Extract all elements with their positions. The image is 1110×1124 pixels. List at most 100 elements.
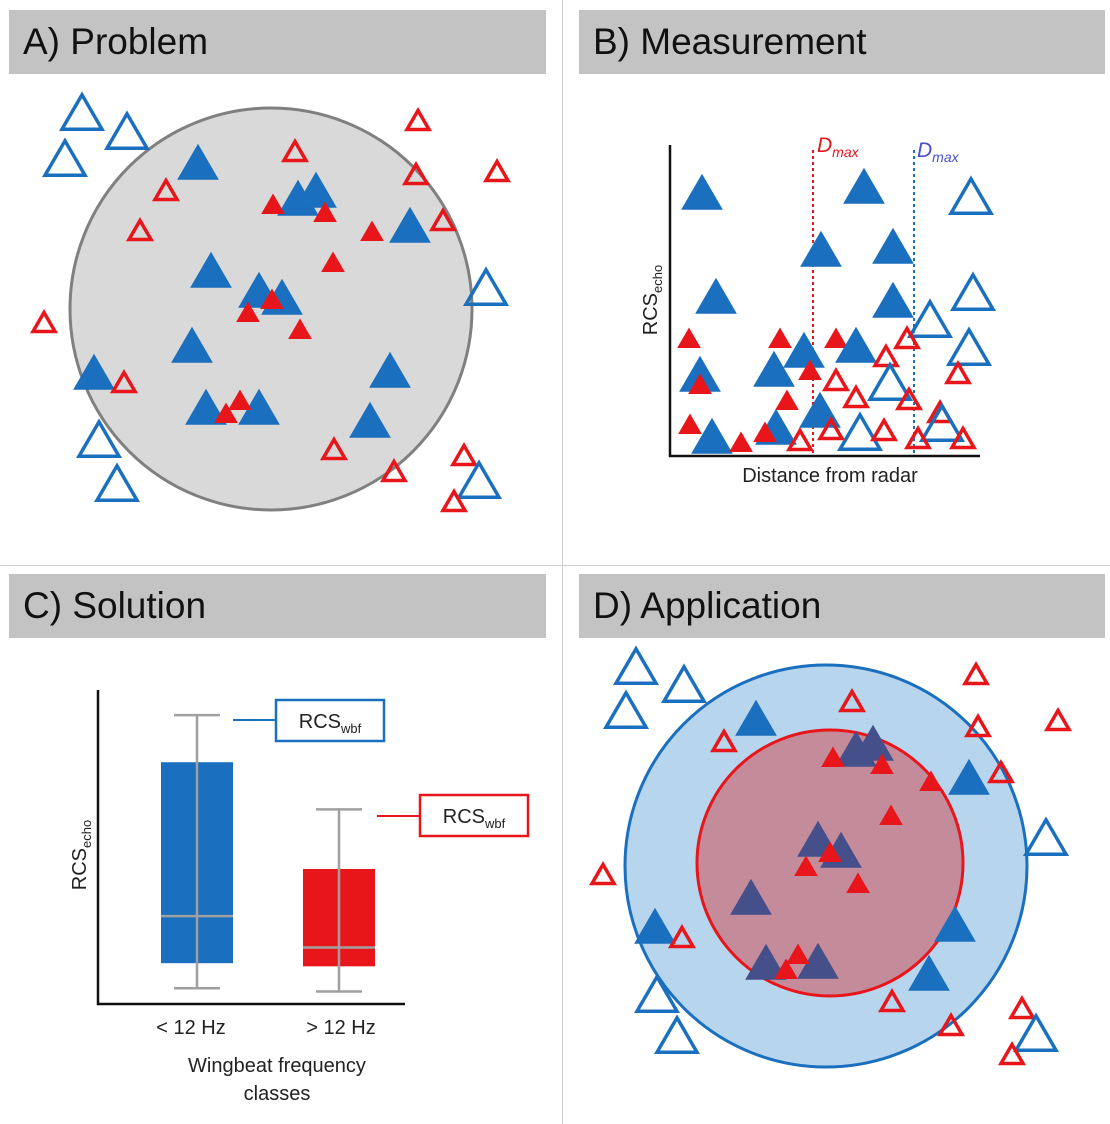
- red-outline-triangle: [401, 161, 431, 186]
- red-outline-triangle: [151, 177, 181, 202]
- red-outline-triangle: [125, 217, 155, 242]
- red-outline-triangle: [892, 325, 922, 350]
- blue-outline-triangle: [947, 175, 995, 215]
- panel-b-dmax-blue-label: Dmax: [917, 139, 960, 165]
- blue-filled-triangle: [295, 171, 337, 208]
- blue-filled-triangle: [783, 331, 825, 368]
- panel-a-title: A) Problem: [9, 10, 546, 74]
- red-filled-triangle: [228, 389, 252, 410]
- blue-outline-triangle: [866, 361, 914, 401]
- panel-c-y-label: RCSecho: [69, 820, 94, 890]
- red-filled-triangle: [688, 373, 712, 394]
- red-outline-triangle: [449, 442, 479, 467]
- horizontal-divider: [0, 565, 1110, 566]
- red-filled-triangle: [775, 389, 799, 410]
- blue-filled-triangle: [872, 227, 914, 264]
- red-filled-triangle: [794, 855, 818, 876]
- blue-filled-triangle: [185, 388, 227, 425]
- blue-outline-triangle: [949, 271, 997, 311]
- red-outline-triangle: [948, 425, 978, 450]
- blue-outline-triangle: [455, 459, 503, 499]
- blue-outline-triangle: [1012, 1012, 1060, 1052]
- panel-c-diagram: RCSecho RCSwbf RCSwbf < 12 Hz > 12 Hz Wi…: [69, 690, 530, 1105]
- red-outline-triangle: [837, 688, 867, 713]
- red-outline-triangle: [280, 138, 310, 163]
- blue-outline-triangle: [93, 462, 141, 502]
- red-outline-triangle: [319, 436, 349, 461]
- red-outline-triangle: [841, 384, 871, 409]
- red-outline-triangle: [961, 661, 991, 686]
- blue-outline-triangle: [75, 418, 123, 458]
- red-outline-triangle: [936, 1012, 966, 1037]
- red-filled-triangle: [729, 431, 753, 452]
- red-outline-triangle: [821, 367, 851, 392]
- red-filled-triangle: [919, 770, 943, 791]
- red-outline-triangle: [1007, 995, 1037, 1020]
- red-outline-triangle: [379, 458, 409, 483]
- blue-filled-triangle: [835, 326, 877, 363]
- blue-filled-triangle: [843, 167, 885, 204]
- red-filled-triangle: [768, 327, 792, 348]
- blue-filled-triangle: [872, 281, 914, 318]
- red-outline-triangle: [869, 417, 899, 442]
- red-filled-triangle: [288, 318, 312, 339]
- red-filled-triangle: [261, 193, 285, 214]
- blue-filled-triangle: [695, 277, 737, 314]
- vertical-divider: [562, 0, 563, 1124]
- panel-b-title: B) Measurement: [579, 10, 1105, 74]
- red-filled-triangle: [678, 413, 702, 434]
- blue-filled-triangle: [753, 350, 795, 387]
- dark-filled-triangle: [730, 878, 772, 915]
- blue-rcs-wbf-callout: [274, 698, 386, 743]
- blue-filled-triangle: [190, 251, 232, 288]
- blue-filled-triangle: [171, 326, 213, 363]
- blue-callout-label: RCSwbf: [299, 711, 362, 736]
- panel-a-triangles: [29, 91, 512, 513]
- red-outline-triangle: [963, 713, 993, 738]
- panel-c-x-label-line1: Wingbeat frequency: [188, 1055, 366, 1077]
- panel-d-triangles: [588, 645, 1073, 1066]
- red-outline-triangle: [943, 360, 973, 385]
- red-outline-triangle: [785, 427, 815, 452]
- red-outline-triangle: [997, 1041, 1027, 1066]
- blue-outline-triangle: [906, 298, 954, 338]
- red-outline-triangle: [109, 369, 139, 394]
- blue-outline-triangle: [103, 110, 151, 150]
- panel-b-x-label: Distance from radar: [742, 465, 918, 487]
- blue-filled-triangle: [908, 954, 950, 991]
- red-filled-triangle: [798, 359, 822, 380]
- red-outline-triangle: [588, 861, 618, 886]
- blue-outline-triangle: [633, 973, 681, 1013]
- blue-outline-triangle: [58, 91, 106, 131]
- blue-filled-triangle: [691, 417, 733, 454]
- blue-outline-triangle: [836, 411, 884, 451]
- blue-outline-triangle: [945, 326, 993, 366]
- red-filled-triangle: [321, 251, 345, 272]
- panel-c-title: C) Solution: [9, 574, 546, 638]
- panel-d-title: D) Application: [579, 574, 1105, 638]
- x-tick-label-2: > 12 Hz: [306, 1017, 375, 1039]
- red-filled-triangle: [214, 402, 238, 423]
- red-callout-label: RCSwbf: [443, 806, 506, 831]
- blue-outline-triangle: [660, 663, 708, 703]
- panel-a-diagram: [29, 91, 512, 513]
- red-outline-triangle: [877, 988, 907, 1013]
- panel-b-triangles: [677, 167, 997, 454]
- red-filled-triangle: [824, 327, 848, 348]
- blue-outline-triangle: [918, 402, 966, 442]
- red-outline-triangle: [871, 343, 901, 368]
- red-outline-triangle: [986, 759, 1016, 784]
- blue-filled-triangle: [634, 907, 676, 944]
- red-filled-triangle: [786, 943, 810, 964]
- red-outline-triangle: [439, 488, 469, 513]
- blue-outline-triangle: [1022, 816, 1070, 856]
- red-filled-triangle: [774, 958, 798, 979]
- red-outline-triangle: [1043, 707, 1073, 732]
- red-outline-triangle: [428, 207, 458, 232]
- red-filled-triangle: [260, 288, 284, 309]
- blue-filled-triangle: [934, 905, 976, 942]
- x-tick-label-1: < 12 Hz: [156, 1017, 225, 1039]
- blue-outline-triangle: [602, 689, 650, 729]
- red-filled-triangle: [236, 301, 260, 322]
